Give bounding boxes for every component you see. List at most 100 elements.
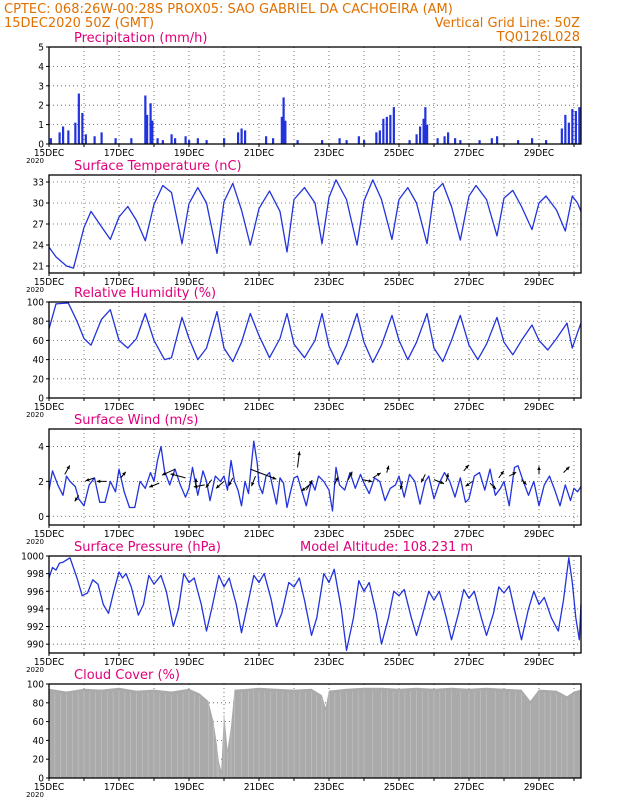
precip-bar — [447, 132, 450, 144]
x-tick-label: 27DEC — [454, 782, 484, 793]
pressure-grid — [49, 556, 581, 653]
temperature-line — [48, 179, 582, 269]
precip-bar — [265, 136, 268, 144]
precip-bar — [144, 95, 147, 144]
wind-vector — [250, 468, 277, 480]
wind-vector-head — [465, 464, 469, 469]
wind-vector-head — [421, 478, 425, 483]
x-tick-label: 29DEC — [524, 529, 554, 540]
y-tick-label: 33 — [33, 178, 44, 189]
precip-bar — [184, 136, 187, 144]
x-tick-label: 15DEC — [34, 277, 64, 288]
wind-vector-head — [386, 465, 390, 470]
wind-vector — [120, 471, 127, 479]
precip-bar — [284, 120, 287, 144]
pressure-line — [48, 557, 582, 652]
x-tick-label: 17DEC — [104, 402, 134, 413]
wind-title: Surface Wind (m/s) — [74, 413, 198, 428]
y-tick-label: 4 — [38, 62, 44, 73]
y-tick-label: 5 — [38, 43, 44, 54]
x-year-label: 2020 — [26, 666, 44, 674]
precip-bar — [378, 130, 381, 144]
header-model: TQ0126L028 — [496, 30, 580, 45]
x-tick-label: 23DEC — [314, 402, 344, 413]
precip-bar — [375, 132, 378, 144]
x-tick-label: 17DEC — [104, 529, 134, 540]
precip-bar — [357, 136, 360, 144]
wind-vector-head — [193, 484, 198, 488]
y-tick-label: 40 — [33, 736, 45, 747]
x-tick-label: 19DEC — [174, 277, 204, 288]
precip-bar — [244, 130, 247, 144]
precip-bar — [81, 112, 84, 144]
x-tick-label: 19DEC — [174, 782, 204, 793]
precip-bar — [114, 138, 117, 144]
wind-vector-head — [492, 485, 496, 490]
wind-vector-head — [335, 476, 339, 481]
x-tick-label: 27DEC — [454, 657, 484, 668]
header-grid-note: Vertical Grid Line: 50Z — [435, 16, 580, 31]
wind-vector-head — [500, 470, 504, 475]
precip-bar — [531, 138, 534, 144]
precip-bar — [338, 138, 341, 144]
wind-vector — [170, 473, 186, 479]
precip-bar — [205, 140, 208, 144]
y-tick-label: 1 — [38, 120, 44, 131]
x-tick-label: 19DEC — [174, 148, 204, 159]
y-tick-label: 0 — [38, 140, 44, 151]
y-tick-label: 4 — [38, 442, 44, 453]
precip-bar — [571, 109, 574, 144]
precip-bar — [149, 103, 152, 144]
wind-vector — [463, 464, 470, 472]
precipitation-title: Precipitation (mm/h) — [74, 31, 207, 46]
precip-bar — [478, 140, 481, 144]
x-tick-label: 15DEC — [34, 782, 64, 793]
precip-bar — [426, 124, 429, 144]
precip-bar — [392, 107, 395, 144]
wind-vector — [333, 476, 339, 486]
wind-vector — [96, 479, 107, 484]
wind-vector-head — [216, 484, 220, 489]
precip-bar — [49, 138, 52, 144]
cloud-cover-area — [49, 687, 581, 778]
x-tick-label: 17DEC — [104, 657, 134, 668]
precip-bar — [496, 136, 499, 144]
y-tick-label: 60 — [33, 717, 45, 728]
cloud-cover-bars — [48, 690, 575, 778]
precip-bar — [196, 138, 199, 144]
temperature-grid — [49, 175, 581, 273]
y-tick-label: 996 — [27, 587, 44, 598]
precip-bar — [545, 140, 548, 144]
y-tick-label: 80 — [33, 698, 45, 709]
precip-bar — [574, 111, 577, 144]
precip-bar — [422, 118, 425, 144]
wind-vector — [85, 477, 95, 482]
x-tick-label: 15DEC — [34, 148, 64, 159]
precip-bar — [93, 136, 96, 144]
precip-bar — [77, 93, 80, 144]
wind-vector — [465, 480, 473, 487]
precip-bar — [560, 128, 563, 144]
x-tick-label: 21DEC — [244, 148, 274, 159]
x-tick-label: 29DEC — [524, 277, 554, 288]
wind-vector — [521, 479, 527, 485]
humidity-title: Relative Humidity (%) — [74, 286, 216, 301]
precip-bar — [321, 140, 324, 144]
wind-vector-head — [74, 497, 79, 502]
precip-bar — [174, 138, 177, 144]
x-tick-label: 25DEC — [384, 782, 414, 793]
precip-bar — [223, 138, 226, 144]
y-tick-label: 0 — [38, 394, 44, 405]
y-tick-label: 100 — [27, 680, 44, 691]
wind-vector — [64, 465, 71, 475]
wind-vector-head — [440, 480, 444, 484]
precip-bar — [578, 107, 581, 144]
wind-vector-head — [368, 479, 373, 483]
x-tick-label: 25DEC — [384, 657, 414, 668]
wind-vector — [433, 479, 445, 485]
x-tick-label: 25DEC — [384, 277, 414, 288]
precip-bar — [100, 132, 103, 144]
wind-panel: 0 2 4 15DEC 17DEC 19DEC 21DEC 23DEC 25DEC 27DEC 29… — [26, 413, 582, 546]
wind-vector — [386, 465, 390, 473]
